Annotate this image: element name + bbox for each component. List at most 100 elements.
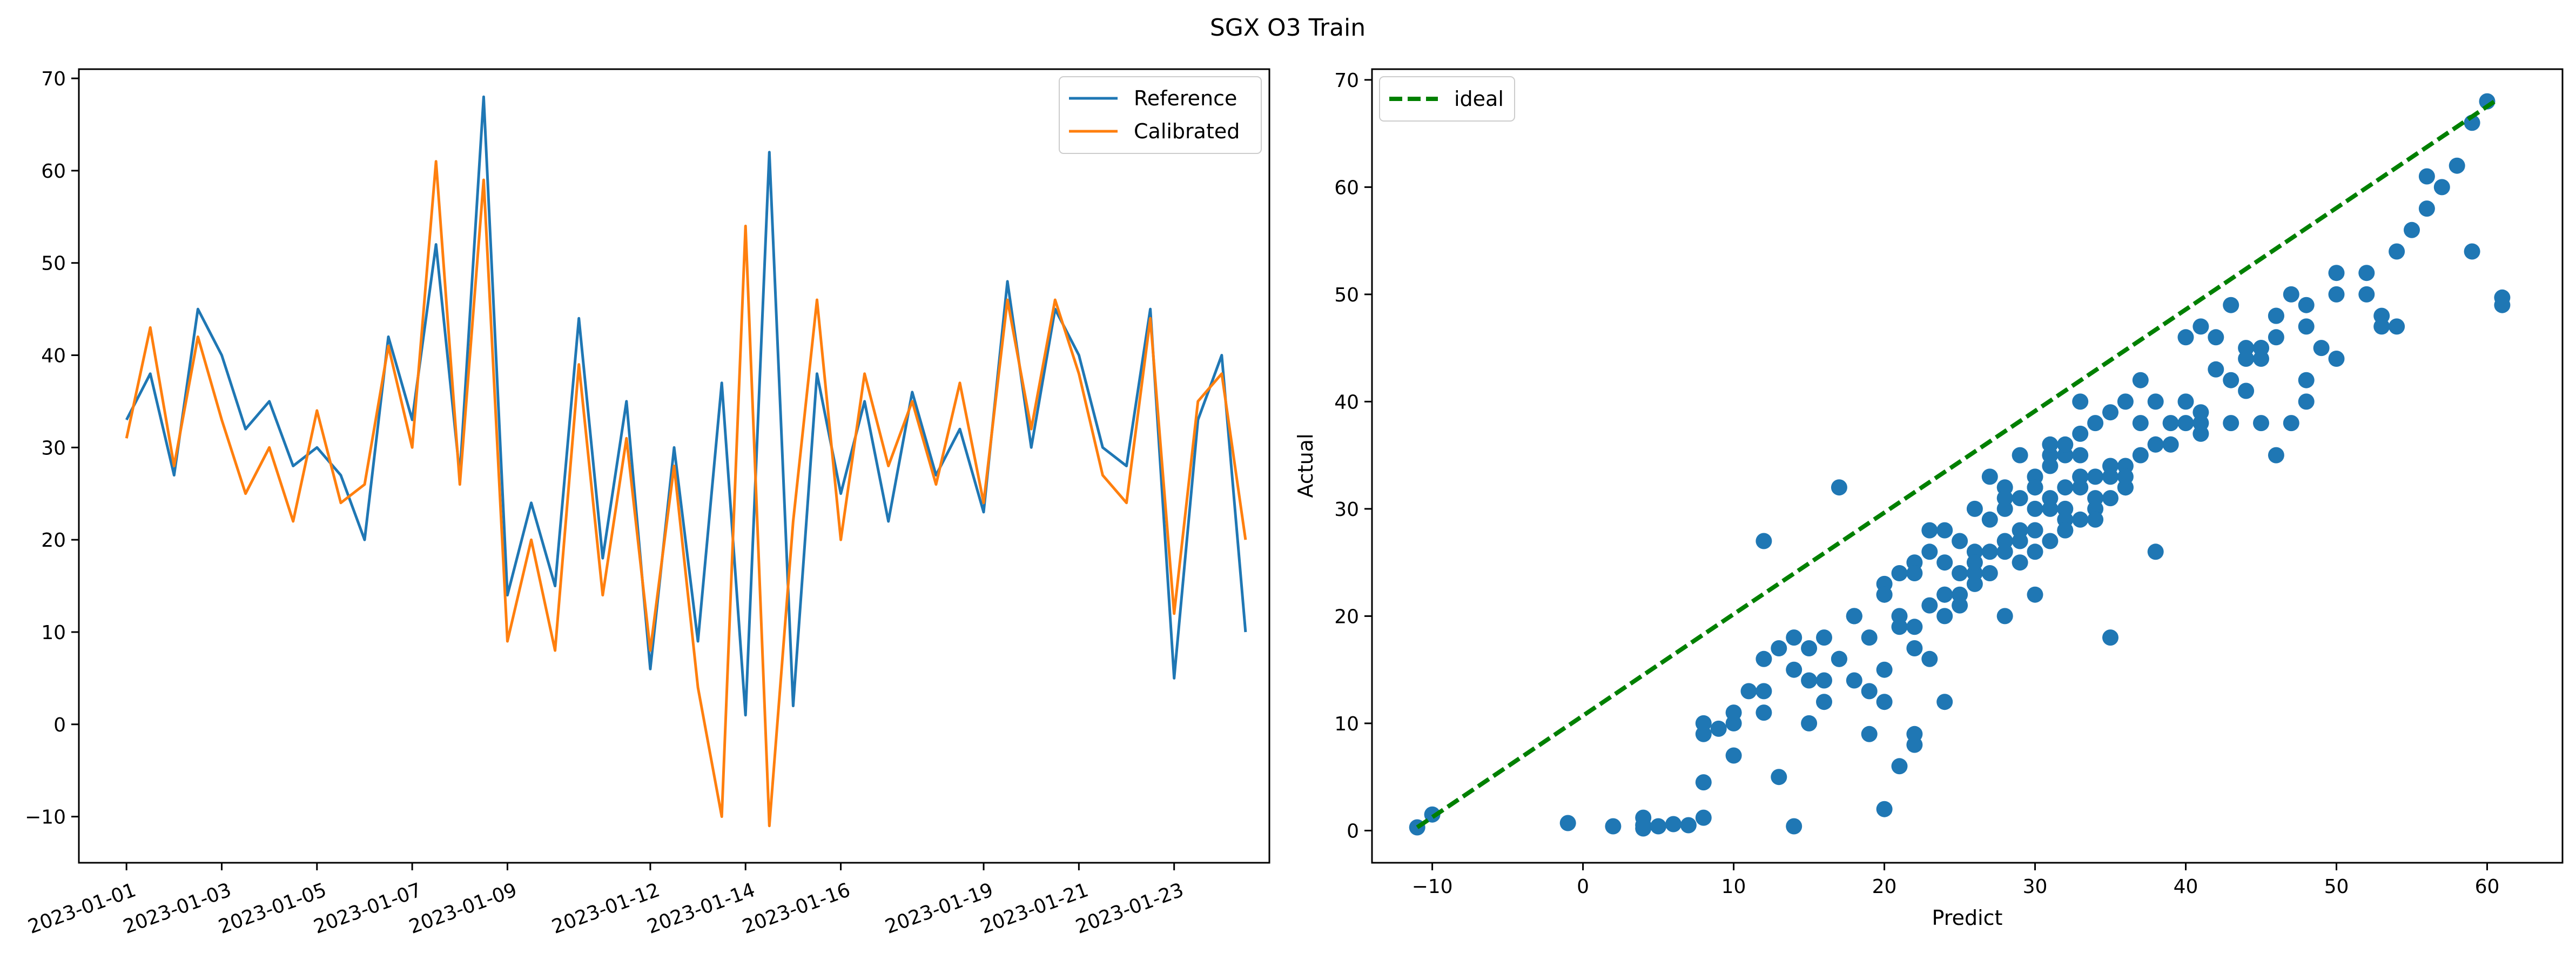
scatter-point (1906, 726, 1923, 742)
scatter-point (1906, 619, 1923, 635)
scatter-point (2027, 522, 2043, 539)
scatter-point (2418, 168, 2435, 185)
scatter-point (2177, 393, 2194, 410)
scatter-point (2404, 221, 2420, 238)
scatter-point (1981, 543, 1998, 560)
scatter-point (1816, 629, 1832, 646)
x-tick-label: 60 (2475, 876, 2500, 898)
scatter-point (2132, 415, 2149, 432)
scatter-x-axis-label: Predict (1932, 906, 2003, 930)
scatter-point (1801, 672, 1818, 689)
scatter-point (2177, 329, 2194, 346)
scatter-point (1891, 565, 1908, 581)
x-tick-label: 2023-01-12 (549, 879, 663, 938)
scatter-point (2072, 511, 2089, 528)
y-tick-label: 40 (1334, 391, 1359, 413)
y-tick-label: 50 (1334, 284, 1359, 306)
scatter-point (2268, 329, 2284, 346)
scatter-point (1801, 640, 1818, 656)
scatter-point (2027, 586, 2043, 603)
x-tick-label: 2023-01-23 (1073, 879, 1187, 938)
y-tick-label: 0 (1347, 820, 1359, 842)
series-line-calibrated (125, 160, 1247, 828)
scatter-point (1861, 683, 1878, 700)
y-tick-label: 70 (1334, 70, 1359, 92)
legend-label-ideal: ideal (1454, 87, 1504, 111)
scatter-point (1665, 816, 1682, 833)
scatter-point (2057, 522, 2074, 539)
scatter-point (2027, 479, 2043, 496)
x-tick-label: 2023-01-05 (216, 879, 329, 938)
scatter-point (1559, 815, 1576, 831)
scatter-point (2027, 543, 2043, 560)
y-tick-label: 30 (41, 437, 66, 459)
legend-box (1379, 76, 1515, 122)
scatter-point (1876, 694, 1893, 710)
scatter-plot-frame (1371, 68, 2564, 864)
scatter-point (1936, 608, 1953, 625)
scatter-point (1906, 640, 1923, 656)
scatter-point (1605, 818, 1622, 835)
scatter-point (1996, 543, 2013, 560)
scatter-point (1695, 809, 1712, 826)
scatter-point (2192, 404, 2209, 421)
scatter-point (2208, 329, 2224, 346)
scatter-point (1695, 774, 1712, 791)
y-tick-label: 10 (41, 622, 66, 644)
scatter-point (1996, 490, 2013, 507)
scatter-legend: ideal (1379, 76, 1515, 122)
scatter-point (1725, 747, 1742, 764)
scatter-point (1906, 565, 1923, 581)
scatter-point (2389, 318, 2405, 335)
x-tick-label: 2023-01-09 (406, 879, 520, 938)
scatter-point (2087, 468, 2104, 485)
x-tick-label: 2023-01-21 (978, 879, 1092, 938)
scatter-point (1891, 608, 1908, 625)
scatter-point (2433, 179, 2450, 196)
scatter-point (2057, 436, 2074, 453)
scatter-point (1966, 575, 1983, 592)
scatter-point (1740, 683, 1757, 700)
scatter-point (2328, 265, 2345, 281)
y-tick-label: 40 (41, 345, 66, 367)
y-tick-label: 0 (53, 714, 66, 736)
scatter-point (1756, 704, 1772, 721)
scatter-point (1831, 479, 1847, 496)
scatter-point (2373, 307, 2390, 324)
x-tick-label: 2023-01-14 (644, 879, 758, 938)
x-tick-label: 40 (2174, 876, 2198, 898)
scatter-point (1952, 565, 1968, 581)
y-tick-label: 20 (41, 529, 66, 552)
scatter-point (2177, 415, 2194, 432)
scatter-point (1936, 522, 1953, 539)
y-tick-label: 60 (1334, 177, 1359, 199)
scatter-point (1424, 806, 1441, 823)
scatter-point (1921, 522, 1938, 539)
scatter-point (1725, 704, 1742, 721)
scatter-point (2238, 340, 2255, 357)
scatter-point (2238, 382, 2255, 399)
scatter-point (1695, 715, 1712, 731)
x-tick-label: 30 (2023, 876, 2048, 898)
scatter-point (2012, 490, 2028, 507)
x-tick-label: 2023-01-01 (25, 879, 139, 938)
scatter-point (1786, 661, 1802, 678)
scatter-point (2087, 511, 2104, 528)
figure-title: SGX O3 Train (1210, 14, 1366, 42)
scatter-point (2042, 458, 2059, 474)
scatter-point (2192, 318, 2209, 335)
scatter-point (2012, 554, 2028, 571)
scatter-point (2057, 479, 2074, 496)
scatter-point (1936, 586, 1953, 603)
scatter-point (2042, 436, 2059, 453)
scatter-point (2298, 318, 2315, 335)
scatter-point (2449, 157, 2465, 174)
y-tick-label: 20 (1334, 606, 1359, 628)
scatter-point (2223, 415, 2239, 432)
scatter-point (2283, 415, 2299, 432)
scatter-point (2147, 393, 2164, 410)
x-tick-label: 2023-01-16 (739, 879, 853, 938)
scatter-point (2042, 533, 2059, 549)
scatter-point (1756, 533, 1772, 549)
